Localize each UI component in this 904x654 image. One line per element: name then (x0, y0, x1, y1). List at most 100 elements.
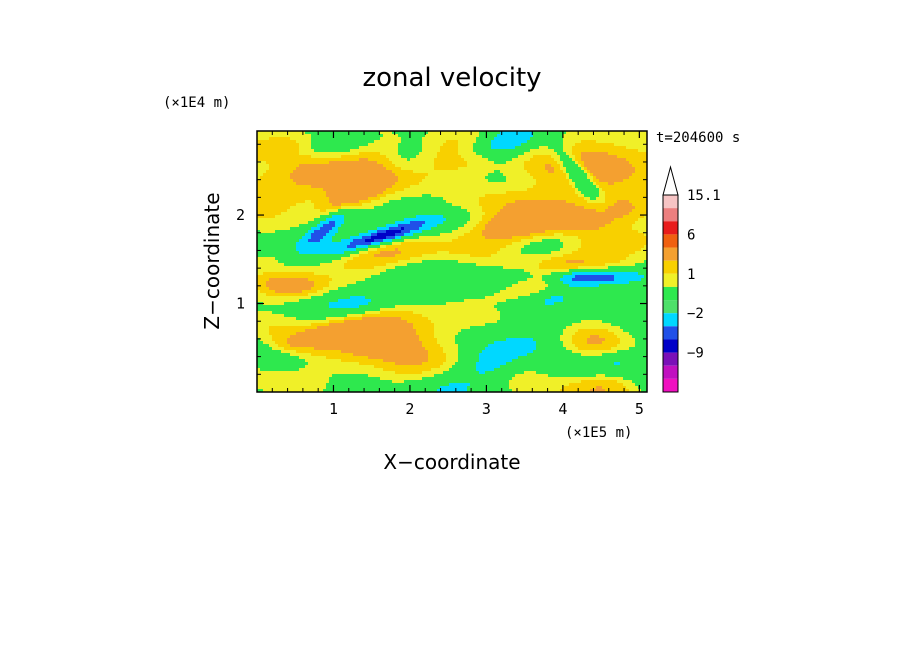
field-cell (422, 149, 441, 153)
field-cell (257, 149, 300, 153)
field-cell (422, 146, 441, 150)
field-cell (365, 311, 381, 315)
field-cell (596, 140, 647, 144)
field-cell (428, 350, 444, 354)
field-cell (428, 356, 447, 360)
field-cell (596, 209, 606, 213)
field-cell (344, 221, 396, 225)
field-cell (329, 377, 381, 381)
field-cell (560, 158, 573, 162)
field-cell (296, 182, 396, 186)
field-cell (419, 335, 435, 339)
field-cell (479, 203, 507, 207)
field-cell (428, 131, 480, 135)
field-cell (458, 347, 486, 351)
field-cell (458, 152, 477, 156)
field-cell (299, 239, 309, 243)
field-cell (257, 278, 270, 282)
field-cell (395, 233, 405, 237)
field-cell (623, 215, 645, 219)
x-scale-note: (×1E5 m) (565, 425, 632, 441)
field-cell (539, 266, 579, 270)
field-cell (584, 194, 600, 198)
field-cell (398, 248, 501, 252)
field-cell (425, 134, 480, 138)
field-cell (299, 299, 339, 303)
field-cell (458, 332, 564, 336)
field-cell (293, 179, 399, 183)
field-cell (422, 371, 444, 375)
field-cell (404, 233, 414, 237)
field-cell (560, 164, 564, 168)
field-cell (422, 194, 432, 198)
field-cell (392, 185, 411, 189)
field-cell (299, 251, 345, 255)
field-cell (311, 140, 375, 144)
x-tick-label: 2 (405, 400, 414, 418)
field-cell (527, 353, 582, 357)
field-cell (494, 293, 531, 297)
field-cell (257, 383, 327, 387)
field-cell (536, 179, 570, 183)
field-cell (368, 248, 378, 252)
field-cell (305, 131, 381, 135)
field-cell (341, 206, 375, 210)
field-cell (323, 389, 438, 392)
field-cell (506, 179, 537, 183)
field-cell (422, 362, 444, 366)
field-cell (530, 242, 564, 246)
field-cell (554, 167, 561, 171)
field-cell (608, 329, 624, 333)
field-cell (326, 356, 369, 360)
field-cell (257, 314, 285, 318)
field-cell (377, 233, 396, 237)
field-cell (506, 299, 546, 303)
field-cell (536, 371, 647, 375)
field-cell (629, 254, 647, 258)
field-cell (572, 146, 627, 150)
field-cell (398, 224, 423, 228)
field-cell (257, 332, 270, 336)
field-cell (467, 209, 483, 213)
field-cell (284, 263, 321, 267)
field-cell (308, 230, 315, 234)
field-cell (530, 158, 555, 162)
field-cell (311, 143, 369, 147)
field-cell (257, 197, 330, 201)
field-cell (458, 260, 543, 264)
field-cell (512, 377, 624, 381)
field-cell (386, 230, 402, 234)
field-cell (257, 368, 261, 372)
field-cell (305, 200, 312, 204)
field-cell (545, 230, 639, 234)
field-cell (605, 197, 647, 201)
field-cell (422, 344, 441, 348)
field-cell (257, 323, 312, 327)
field-cell (263, 341, 276, 345)
field-cell (344, 215, 417, 219)
field-cell (257, 275, 330, 279)
field-cell (257, 272, 264, 276)
field-cell (572, 323, 612, 327)
field-cell (380, 197, 402, 201)
field-cell (575, 203, 615, 207)
field-cell (365, 278, 528, 282)
field-cell (437, 341, 456, 345)
field-cell (545, 164, 552, 168)
field-cell (272, 338, 288, 342)
field-cell (596, 374, 606, 378)
field-cell (350, 296, 366, 300)
field-cell (593, 179, 600, 183)
field-cell (572, 179, 591, 183)
field-cell (602, 188, 647, 192)
field-cell (371, 200, 390, 204)
colorbar-swatch (663, 313, 678, 327)
field-cell (545, 281, 564, 285)
field-cell (458, 146, 474, 150)
field-cell (359, 305, 396, 309)
field-cell (440, 146, 459, 150)
field-cell (341, 203, 363, 207)
field-cell (536, 182, 570, 186)
field-cell (524, 167, 546, 171)
field-cell (269, 278, 309, 282)
